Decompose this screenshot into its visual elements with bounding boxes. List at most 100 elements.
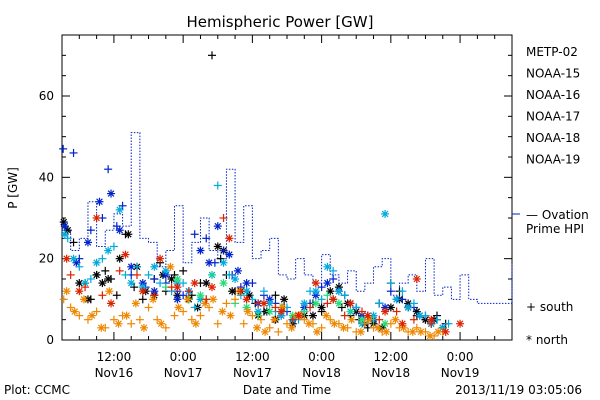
south-point bbox=[75, 262, 84, 271]
north-point bbox=[105, 287, 114, 296]
north-point bbox=[225, 250, 234, 259]
footer-timestamp: 2013/11/19 03:05:06 bbox=[455, 383, 582, 397]
north-point bbox=[311, 299, 320, 308]
south-point bbox=[66, 303, 75, 312]
south-point bbox=[69, 238, 78, 247]
y-axis: 0 20 40 60 bbox=[39, 34, 512, 347]
north-point bbox=[308, 311, 317, 320]
north-point bbox=[209, 295, 218, 304]
south-point bbox=[92, 307, 101, 316]
footer-plot-source: Plot: CCMC bbox=[4, 383, 70, 397]
north-point bbox=[115, 254, 124, 263]
north-point bbox=[196, 246, 205, 255]
south-point bbox=[208, 270, 216, 279]
y-tick-label: 0 bbox=[46, 333, 54, 347]
south-point bbox=[283, 319, 291, 328]
north-point bbox=[213, 222, 222, 231]
south-point bbox=[337, 303, 346, 312]
north-point bbox=[386, 303, 395, 312]
north-point bbox=[346, 299, 355, 308]
x-tick-label-time: 0:00 bbox=[308, 350, 335, 364]
south-point bbox=[222, 299, 231, 308]
south-point bbox=[386, 279, 395, 288]
north-point bbox=[334, 287, 343, 296]
north-point bbox=[104, 275, 113, 283]
north-point bbox=[138, 287, 147, 296]
south-point bbox=[75, 311, 84, 320]
ovation-legend-line2: Prime HPI bbox=[526, 222, 584, 236]
legend-entry: NOAA-18 bbox=[526, 131, 580, 145]
north-point bbox=[166, 262, 175, 271]
north-point bbox=[88, 311, 96, 320]
south-point bbox=[109, 315, 118, 324]
legend: METP-02 NOAA-15 NOAA-16 NOAA-17 NOAA-18 NOAA-… bbox=[526, 45, 580, 167]
south-point bbox=[59, 295, 68, 304]
y-tick-label: 20 bbox=[39, 252, 54, 266]
north-point bbox=[356, 327, 365, 336]
north-point bbox=[131, 299, 140, 308]
south-point bbox=[144, 303, 153, 312]
south-point bbox=[101, 266, 110, 275]
y-tick-label: 40 bbox=[39, 170, 54, 184]
north-point bbox=[173, 283, 182, 292]
x-tick-label-time: 12:00 bbox=[97, 350, 132, 364]
north-point bbox=[114, 319, 123, 328]
north-point bbox=[416, 327, 425, 336]
south-point bbox=[248, 311, 257, 320]
north-point bbox=[412, 307, 421, 316]
south-point bbox=[190, 303, 199, 312]
south-point bbox=[386, 319, 395, 328]
south-point bbox=[386, 287, 395, 296]
north-point bbox=[83, 238, 92, 247]
legend-entry: NOAA-17 bbox=[526, 110, 580, 124]
north-point bbox=[95, 197, 104, 206]
south-point bbox=[112, 291, 121, 300]
north-point bbox=[60, 230, 69, 239]
south-point bbox=[326, 315, 335, 324]
north-point bbox=[218, 307, 227, 316]
south-point bbox=[127, 319, 136, 328]
north-point bbox=[245, 291, 254, 300]
south-point bbox=[216, 254, 225, 263]
south-point bbox=[98, 291, 107, 300]
south-point bbox=[346, 307, 355, 316]
north-point bbox=[427, 315, 436, 324]
north-point bbox=[363, 311, 372, 320]
south-point bbox=[135, 315, 144, 324]
north-point bbox=[202, 279, 211, 288]
south-point bbox=[317, 295, 326, 304]
north-point bbox=[382, 327, 391, 336]
south-point bbox=[59, 144, 68, 153]
north-point bbox=[434, 327, 443, 336]
north-point bbox=[259, 299, 268, 308]
north-point bbox=[287, 323, 296, 332]
north-point bbox=[334, 299, 343, 308]
north-point bbox=[339, 323, 348, 332]
north-point bbox=[392, 295, 401, 304]
north-point bbox=[374, 323, 383, 332]
north-point bbox=[72, 258, 81, 267]
north-point bbox=[69, 254, 78, 263]
south-point bbox=[150, 291, 159, 300]
north-point bbox=[219, 258, 228, 267]
north-point bbox=[127, 279, 136, 288]
x-tick-label-time: 12:00 bbox=[235, 350, 270, 364]
north-point bbox=[415, 311, 424, 320]
south-point bbox=[288, 315, 297, 324]
north-point bbox=[115, 205, 124, 214]
south-point bbox=[86, 275, 95, 283]
south-point bbox=[144, 270, 153, 279]
south-point bbox=[398, 287, 407, 296]
north-point bbox=[63, 226, 72, 235]
north-point bbox=[294, 311, 303, 320]
north-point bbox=[347, 315, 356, 324]
north-point bbox=[62, 254, 71, 263]
south-point bbox=[219, 246, 228, 255]
north-point bbox=[107, 189, 116, 198]
south-point bbox=[271, 291, 280, 300]
north-point bbox=[381, 307, 390, 316]
north-point bbox=[323, 262, 332, 271]
south-point bbox=[83, 315, 92, 324]
north-point bbox=[441, 327, 450, 336]
